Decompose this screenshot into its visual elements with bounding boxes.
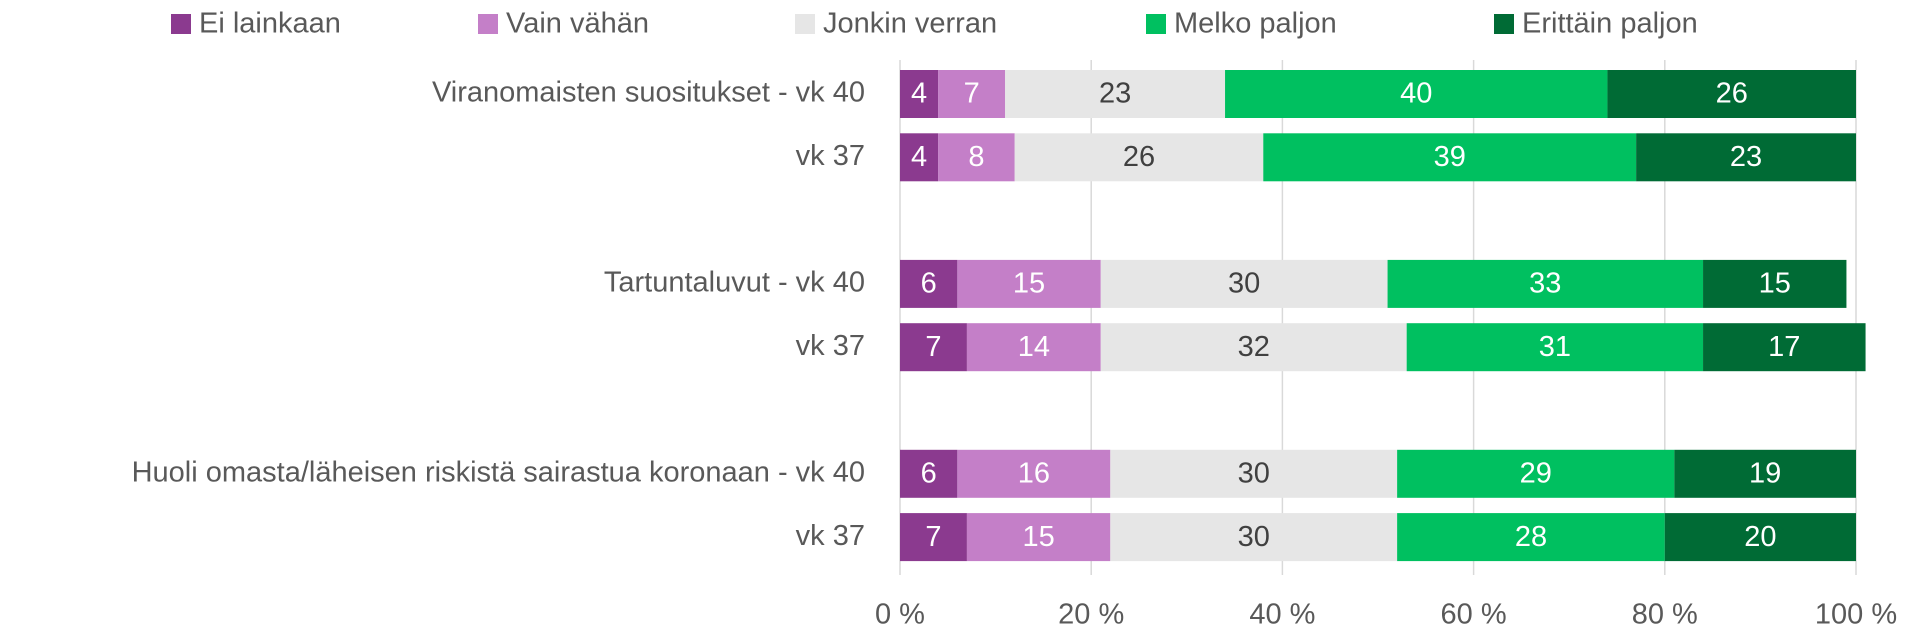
legend-label: Ei lainkaan [199, 8, 341, 40]
bar-segment [1100, 323, 1407, 372]
bar-segment [1263, 133, 1637, 182]
data-label: 4 [911, 78, 927, 110]
data-label: 7 [964, 78, 980, 110]
bar-segment [1110, 449, 1398, 498]
bar-segment [1005, 70, 1226, 118]
legend-swatch [795, 14, 815, 34]
data-label: 15 [1022, 521, 1054, 553]
bar-segment [957, 449, 1111, 498]
y-tick-label: vk 37 [796, 330, 865, 362]
bar-segment [1110, 513, 1398, 562]
y-tick-label: Tartuntaluvut - vk 40 [604, 267, 865, 299]
bar-segment [1664, 513, 1856, 562]
data-label: 30 [1238, 521, 1270, 553]
bar-segment [1607, 70, 1856, 118]
data-label: 6 [921, 457, 937, 489]
bar-segment [900, 259, 958, 308]
bar-segment [900, 323, 967, 372]
data-label: 14 [1018, 331, 1050, 363]
data-label: 19 [1749, 457, 1781, 489]
data-label: 32 [1238, 331, 1270, 363]
bar-segment [957, 259, 1101, 308]
bar-segment [1397, 513, 1665, 562]
y-tick-label: Huoli omasta/läheisen riskistä sairastua… [132, 456, 865, 488]
x-tick-label: 0 % [875, 599, 925, 631]
bar-segment [900, 133, 939, 182]
data-label: 26 [1123, 141, 1155, 173]
y-tick-label: Viranomaisten suositukset - vk 40 [432, 77, 865, 109]
legend-label: Melko paljon [1174, 8, 1337, 40]
bar-segment [1397, 449, 1675, 498]
legend-label: Jonkin verran [823, 8, 997, 40]
data-label: 29 [1520, 457, 1552, 489]
x-tick-label: 100 % [1815, 599, 1897, 631]
bar-segment [938, 133, 1015, 182]
bar-segment [966, 323, 1101, 372]
y-tick-label: vk 37 [796, 520, 865, 552]
data-label: 33 [1529, 268, 1561, 300]
x-tick-label: 20 % [1058, 599, 1124, 631]
data-label: 7 [925, 521, 941, 553]
data-label: 23 [1099, 78, 1131, 110]
data-label: 20 [1744, 521, 1776, 553]
data-label: 31 [1539, 331, 1571, 363]
data-label: 8 [968, 141, 984, 173]
data-label: 30 [1238, 457, 1270, 489]
bar-segment [1406, 323, 1704, 372]
y-tick-label: vk 37 [796, 140, 865, 172]
x-tick-label: 40 % [1249, 599, 1315, 631]
bar-segment [1387, 259, 1704, 308]
bar-segment [1703, 323, 1866, 372]
bar-segment [1703, 259, 1847, 308]
legend-swatch [478, 14, 498, 34]
data-label: 15 [1013, 268, 1045, 300]
bar-segment [900, 70, 939, 118]
legend-label: Erittäin paljon [1522, 8, 1698, 40]
data-label: 23 [1730, 141, 1762, 173]
bar-segment [1100, 259, 1388, 308]
legend-swatch [171, 14, 191, 34]
bar-segment [1225, 70, 1608, 118]
data-label: 39 [1434, 141, 1466, 173]
data-label: 17 [1768, 331, 1800, 363]
bar-segment [900, 449, 958, 498]
bar-segment [966, 513, 1111, 562]
bar-segment [1014, 133, 1264, 182]
data-label: 6 [921, 268, 937, 300]
x-tick-label: 60 % [1441, 599, 1507, 631]
bar-segment [1674, 449, 1856, 498]
data-label: 4 [911, 141, 927, 173]
data-label: 40 [1400, 78, 1432, 110]
legend-swatch [1494, 14, 1514, 34]
bar-segment [938, 70, 1006, 118]
data-label: 26 [1716, 78, 1748, 110]
x-tick-label: 80 % [1632, 599, 1698, 631]
data-label: 28 [1515, 521, 1547, 553]
bar-segment [1636, 133, 1856, 182]
data-label: 7 [925, 331, 941, 363]
legend-swatch [1146, 14, 1166, 34]
data-label: 30 [1228, 268, 1260, 300]
data-label: 16 [1018, 457, 1050, 489]
data-label: 15 [1759, 268, 1791, 300]
bar-segment [900, 513, 967, 562]
legend-label: Vain vähän [506, 8, 649, 40]
